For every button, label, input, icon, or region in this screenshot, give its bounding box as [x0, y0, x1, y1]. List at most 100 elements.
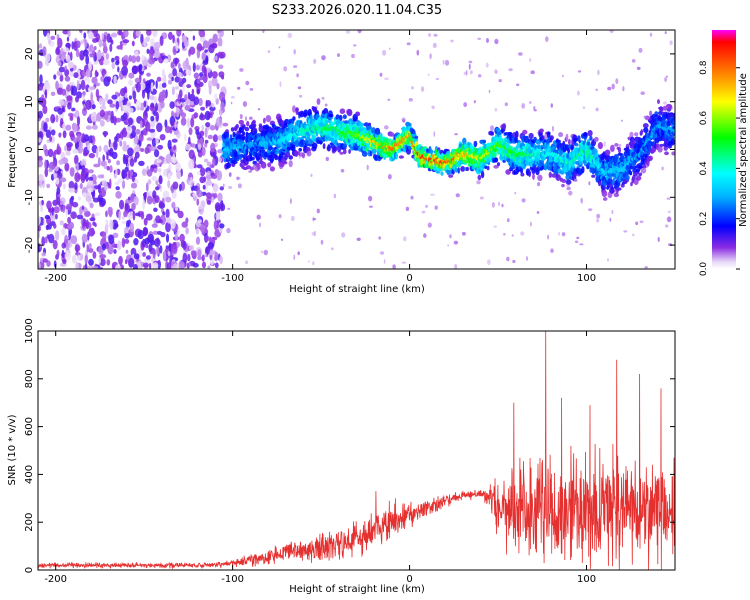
- spectrogram-ridge-cell: [245, 148, 249, 156]
- spectrogram-noise-cell: [205, 122, 211, 128]
- spectrogram-noise-cell: [178, 78, 183, 82]
- spectrogram-noise-cell: [200, 106, 206, 111]
- spectrogram-noise-cell: [85, 54, 90, 65]
- spectrogram-noise-cell: [50, 114, 56, 124]
- spectrogram-noise-cell: [192, 62, 196, 72]
- spectrogram-noise-cell: [41, 252, 46, 257]
- spectrogram-ridge-cell: [660, 106, 664, 112]
- spectrogram-noise-cell: [223, 183, 225, 187]
- spectrogram-noise-cell: [115, 168, 118, 179]
- spectrogram-noise-cell: [473, 100, 476, 104]
- spectrogram-noise-cell: [209, 124, 216, 131]
- spectrogram-noise-cell: [189, 46, 196, 55]
- spectrogram-ridge-cell: [235, 123, 239, 129]
- spectrogram-noise-cell: [138, 133, 144, 142]
- spectrogram-noise-cell: [547, 234, 549, 240]
- spectrogram-noise-cell: [622, 86, 625, 92]
- spectrogram-ridge-cell: [346, 109, 353, 117]
- spectrogram-ridge-cell: [508, 145, 513, 149]
- spectrogram-noise-cell: [143, 217, 148, 226]
- spectrogram-noise-cell: [477, 74, 482, 78]
- spectrogram-noise-cell: [109, 219, 114, 230]
- spectrogram-ridge-cell: [281, 120, 285, 127]
- spectrogram-noise-cell: [79, 30, 83, 33]
- spectrogram-noise-cell: [145, 36, 151, 42]
- spectrogram-noise-cell: [201, 261, 207, 269]
- spectrogram-ridge-cell: [649, 110, 653, 116]
- spectrogram-noise-cell: [341, 232, 346, 238]
- spectrogram-noise-cell: [174, 76, 180, 83]
- spectrogram-noise-cell: [188, 244, 195, 251]
- spectrogram-noise-cell: [132, 210, 136, 221]
- spectrogram-noise-cell: [59, 74, 64, 82]
- spectrogram-ridge-cell: [664, 151, 669, 156]
- spectrogram-noise-cell: [468, 63, 471, 70]
- spectrogram-noise-cell: [207, 265, 211, 269]
- spectrogram-noise-cell: [66, 95, 73, 101]
- spectrogram-noise-cell: [105, 93, 109, 102]
- spectrogram-ridge-cell: [276, 148, 280, 152]
- spectrogram-noise-cell: [529, 58, 532, 62]
- spectrogram-noise-cell: [90, 111, 97, 123]
- spectrogram-noise-cell: [40, 97, 47, 108]
- spectrogram-noise-cell: [133, 253, 140, 260]
- spectrogram-noise-cell: [70, 195, 75, 201]
- spectrogram-ridge-cell: [259, 146, 265, 150]
- spectrogram-ridge-cell: [591, 174, 596, 178]
- spectrogram-noise-cell: [182, 252, 188, 264]
- spectrogram-noise-cell: [204, 142, 208, 148]
- spectrogram-ridge-cell: [256, 164, 261, 170]
- spectrogram-noise-cell: [154, 149, 160, 158]
- spectrogram-noise-cell: [102, 154, 105, 163]
- spectrogram-noise-cell: [80, 160, 87, 167]
- spectrogram-ridge-cell: [496, 162, 501, 167]
- spectrogram-noise-cell: [369, 205, 373, 208]
- spectrogram-noise-cell: [118, 96, 124, 101]
- spectrogram-noise-cell: [219, 255, 224, 265]
- spectrogram-noise-cell: [84, 39, 88, 48]
- spectrogram-noise-cell: [176, 71, 182, 78]
- spectrogram-noise-cell: [62, 205, 66, 214]
- spectrogram-noise-cell: [146, 213, 153, 221]
- spectrogram-noise-cell: [160, 101, 165, 109]
- spectrogram-ridge-cell: [610, 144, 615, 152]
- spectrogram-noise-cell: [66, 36, 70, 42]
- spectrogram-noise-cell: [182, 83, 186, 93]
- spectrogram-noise-cell: [198, 76, 204, 81]
- spectrogram-noise-cell: [156, 245, 160, 256]
- spectrogram-noise-cell: [149, 49, 154, 60]
- spectrogram-noise-cell: [280, 238, 284, 241]
- spectrogram-noise-cell: [202, 60, 209, 66]
- spectrogram-noise-cell: [595, 107, 599, 112]
- spectrogram-noise-cell: [320, 239, 324, 245]
- spectrogram-noise-cell: [67, 216, 72, 224]
- spectrogram-noise-cell: [512, 259, 516, 264]
- spectrogram-noise-cell: [48, 168, 53, 173]
- spectrogram-noise-cell: [170, 244, 178, 254]
- spectrogram-noise-cell: [77, 184, 81, 189]
- spectrogram-noise-cell: [215, 116, 223, 128]
- spectrogram-noise-cell: [203, 158, 209, 163]
- spectrogram-noise-cell: [98, 97, 103, 106]
- spectrogram-noise-cell: [85, 99, 92, 110]
- spectrogram-ridge-cell: [241, 139, 245, 143]
- spectrogram-ridge-cell: [642, 164, 647, 169]
- spectrogram-noise-cell: [85, 125, 92, 130]
- spectrogram-noise-cell: [299, 94, 303, 98]
- spectrogram-noise-cell: [123, 98, 128, 106]
- spectrogram-ridge-cell: [250, 156, 255, 161]
- spectrogram-noise-cell: [202, 184, 206, 190]
- spectrogram-noise-cell: [68, 231, 72, 240]
- spectrogram-noise-cell: [55, 177, 60, 185]
- spectrogram-noise-cell: [51, 206, 54, 216]
- spectrogram-noise-cell: [378, 236, 382, 240]
- spectrogram-noise-cell: [175, 162, 181, 173]
- spectrogram-noise-cell: [65, 124, 72, 131]
- spectrogram-noise-cell: [135, 129, 141, 135]
- spectrogram-noise-cell: [351, 53, 355, 59]
- spectrogram-noise-cell: [661, 166, 664, 171]
- spectrogram-ridge-cell: [306, 150, 312, 157]
- spectrogram-noise-cell: [81, 133, 86, 143]
- spectrogram-noise-cell: [52, 240, 58, 250]
- spectrogram-noise-cell: [444, 59, 450, 66]
